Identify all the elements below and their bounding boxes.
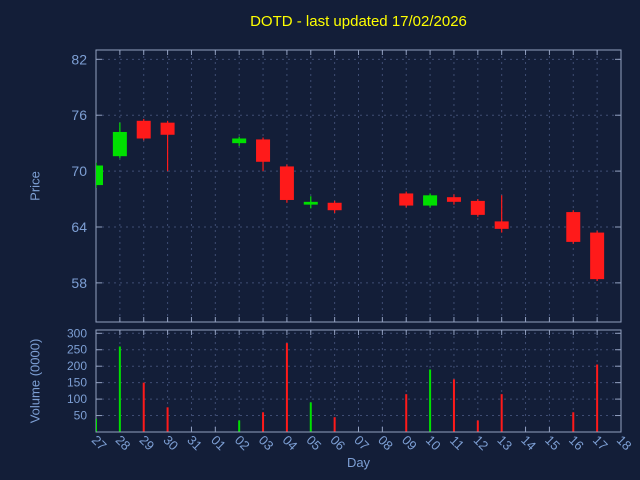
x-tick-label: 18 (614, 432, 635, 453)
candle-body (279, 166, 294, 200)
candle-body (327, 202, 342, 211)
candle-body (494, 221, 509, 229)
volume-tick-label: 100 (67, 392, 87, 406)
x-tick-label: 17 (590, 432, 611, 453)
x-tick-label: 06 (327, 432, 348, 453)
x-tick-label: 11 (447, 433, 467, 453)
x-tick-label: 16 (566, 432, 587, 453)
price-tick-label: 70 (71, 163, 87, 179)
x-tick-label: 14 (518, 432, 539, 453)
price-panel-frame (95, 49, 622, 323)
volume-tick-label: 250 (67, 343, 87, 357)
candle-body (112, 131, 127, 157)
candle-body (566, 212, 581, 242)
price-tick-label: 64 (71, 219, 87, 235)
candle-body (96, 165, 103, 186)
x-tick-label: 02 (232, 432, 253, 453)
x-axis-label: Day (346, 455, 371, 470)
candle-body (160, 122, 175, 135)
candle-body (399, 193, 414, 206)
x-tick-label: 09 (399, 432, 420, 453)
candle-body (446, 197, 461, 202)
candle-body (590, 232, 605, 280)
x-tick-label: 07 (351, 432, 372, 453)
volume-tick-label: 150 (67, 376, 87, 390)
price-tick-label: 58 (71, 275, 87, 291)
x-tick-label: 04 (280, 432, 301, 453)
x-tick-label: 13 (494, 432, 515, 453)
x-tick-label: 08 (375, 432, 396, 453)
volume-tick-label: 200 (67, 359, 87, 373)
candle-body (136, 120, 151, 139)
candles-layer (96, 118, 605, 282)
x-tick-label: 29 (136, 432, 157, 453)
x-tick-label: 28 (113, 432, 134, 453)
candle-body (232, 138, 247, 144)
x-tick-label: 03 (256, 432, 277, 453)
price-tick-label: 76 (71, 107, 87, 123)
price-tick-label: 82 (71, 51, 87, 67)
x-tick-label: 10 (423, 432, 444, 453)
x-tick-label: 27 (89, 432, 110, 453)
x-tick-label: 01 (208, 432, 229, 453)
candle-body (303, 201, 318, 205)
candle-body (423, 195, 438, 206)
x-tick-label: 15 (542, 432, 563, 453)
candle-body (470, 200, 485, 215)
volume-panel-frame (95, 329, 622, 433)
x-tick-label: 31 (184, 432, 205, 453)
chart-title: DOTD - last updated 17/02/2026 (250, 13, 467, 30)
volume-tick-label: 50 (74, 409, 88, 423)
x-tick-label: 12 (471, 432, 492, 453)
x-tick-label: 30 (160, 432, 181, 453)
volume-layer (96, 343, 599, 432)
candle-body (256, 139, 271, 162)
x-tick-label: 05 (304, 432, 325, 453)
volume-tick-label: 300 (67, 326, 87, 340)
